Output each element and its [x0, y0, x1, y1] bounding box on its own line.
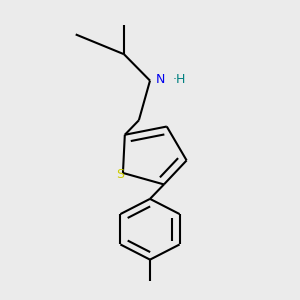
Text: S: S — [116, 168, 124, 181]
Text: N: N — [156, 73, 165, 86]
Text: ·H: ·H — [173, 73, 186, 86]
